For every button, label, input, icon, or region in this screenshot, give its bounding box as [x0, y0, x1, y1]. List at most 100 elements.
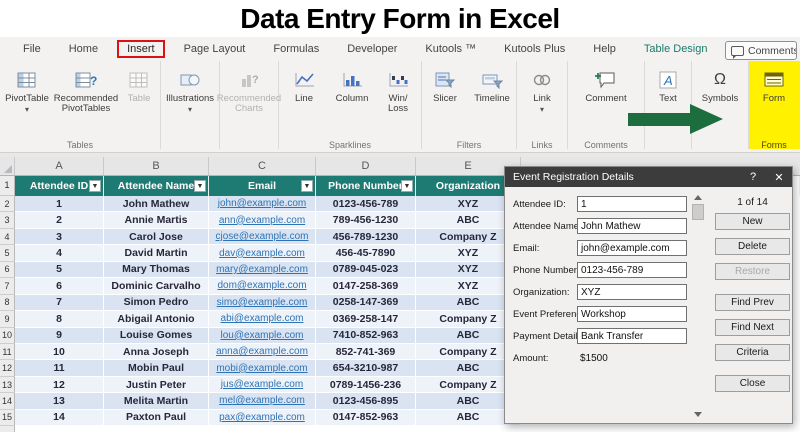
cell-attendee-id[interactable]: 14: [15, 409, 104, 427]
cell-attendee-id[interactable]: 8: [15, 311, 104, 328]
row-number[interactable]: 13: [0, 376, 15, 394]
comment-button[interactable]: Comment: [576, 65, 636, 139]
column-header-a[interactable]: A: [15, 157, 104, 175]
cell-attendee-name[interactable]: Mary Thomas: [104, 261, 209, 279]
header-attendee-name[interactable]: Attendee Name ▼: [104, 176, 209, 196]
cell-attendee-id[interactable]: 2: [15, 212, 104, 229]
filter-icon[interactable]: ▼: [194, 180, 206, 192]
row-number[interactable]: 12: [0, 360, 15, 377]
row-number[interactable]: 11: [0, 343, 15, 361]
cell-attendee-id[interactable]: 9: [15, 327, 104, 344]
cell-phone-number[interactable]: 0123-456-789: [316, 196, 416, 213]
cell-email[interactable]: cjose@example.com: [209, 228, 316, 246]
cell-organization[interactable]: Company Z: [416, 376, 521, 394]
cell-phone-number[interactable]: 456-45-7890: [316, 245, 416, 262]
cell-email[interactable]: jus@example.com: [209, 376, 316, 394]
ribbon-tab[interactable]: Kutools Plus: [504, 43, 566, 55]
cell-attendee-name[interactable]: Carol Jose: [104, 228, 209, 246]
row-number[interactable]: 4: [0, 228, 15, 246]
cell-email[interactable]: dav@example.com: [209, 245, 316, 262]
cell-attendee-name[interactable]: Anna Joseph: [104, 343, 209, 361]
cell-organization[interactable]: XYZ: [416, 196, 521, 213]
text-button[interactable]: A Text: [648, 65, 688, 139]
cell-organization[interactable]: ABC: [416, 393, 521, 410]
pivottable-button[interactable]: PivotTable ▾: [0, 65, 54, 139]
comments-button[interactable]: Comments: [725, 41, 797, 60]
cell-attendee-id[interactable]: 10: [15, 343, 104, 361]
cell-attendee-id[interactable]: 4: [15, 245, 104, 262]
cell-organization[interactable]: XYZ: [416, 245, 521, 262]
cell-phone-number[interactable]: 0789-045-023: [316, 261, 416, 279]
column-header-c[interactable]: C: [209, 157, 316, 175]
row-number[interactable]: 3: [0, 212, 15, 229]
row-number[interactable]: 9: [0, 311, 15, 328]
cell-phone-number[interactable]: 0369-258-147: [316, 311, 416, 328]
symbols-button[interactable]: Ω Symbols: [694, 65, 746, 139]
row-number[interactable]: 6: [0, 261, 15, 279]
scrollbar-thumb[interactable]: [692, 204, 704, 220]
ribbon-tab[interactable]: Developer: [347, 43, 398, 55]
cell-attendee-id[interactable]: 11: [15, 360, 104, 377]
field-value[interactable]: $1500: [580, 352, 608, 364]
cell-attendee-name[interactable]: Abigail Antonio: [104, 311, 209, 328]
field-value[interactable]: 0123-456-789: [577, 262, 687, 278]
cell-phone-number[interactable]: 654-3210-987: [316, 360, 416, 377]
cell-attendee-name[interactable]: David Martin: [104, 245, 209, 262]
cell-attendee-name[interactable]: Melita Martin: [104, 393, 209, 410]
ribbon-tab[interactable]: Formulas: [273, 43, 320, 55]
cell-organization[interactable]: XYZ: [416, 261, 521, 279]
cell-phone-number[interactable]: 7410-852-963: [316, 327, 416, 344]
cell-attendee-name[interactable]: Mobin Paul: [104, 360, 209, 377]
cell-organization[interactable]: Company Z: [416, 228, 521, 246]
cell-attendee-id[interactable]: 3: [15, 228, 104, 246]
cell-email[interactable]: mary@example.com: [209, 261, 316, 279]
field-value[interactable]: XYZ: [577, 284, 687, 300]
field-value[interactable]: John Mathew: [577, 218, 687, 234]
dialog-button[interactable]: Delete: [715, 238, 790, 255]
column-header-b[interactable]: B: [104, 157, 209, 175]
recommended-pivottables-button[interactable]: ? Recommended PivotTables: [54, 65, 118, 139]
cell-organization[interactable]: ABC: [416, 212, 521, 229]
cell-email[interactable]: lou@example.com: [209, 327, 316, 344]
dialog-button[interactable]: New: [715, 213, 790, 230]
ribbon-tab[interactable]: File: [23, 43, 41, 55]
cell-attendee-name[interactable]: Justin Peter: [104, 376, 209, 394]
cell-organization[interactable]: Company Z: [416, 311, 521, 328]
cell-attendee-id[interactable]: 1: [15, 196, 104, 213]
row-number[interactable]: 2: [0, 196, 15, 213]
ribbon-tab[interactable]: Page Layout: [183, 43, 246, 55]
cell-email[interactable]: abi@example.com: [209, 311, 316, 328]
cell-attendee-name[interactable]: John Mathew: [104, 196, 209, 213]
cell-email[interactable]: mel@example.com: [209, 393, 316, 410]
cell-attendee-name[interactable]: Dominic Carvalho: [104, 278, 209, 295]
scroll-down-icon[interactable]: [694, 412, 702, 417]
ribbon-tab[interactable]: Help: [593, 43, 616, 55]
cell-email[interactable]: anna@example.com: [209, 343, 316, 361]
ribbon-tab[interactable]: Home: [68, 43, 99, 55]
help-icon[interactable]: ?: [749, 171, 757, 183]
cell-phone-number[interactable]: 0789-1456-236: [316, 376, 416, 394]
timeline-button[interactable]: Timeline: [468, 65, 516, 139]
cell-phone-number[interactable]: 0147-258-369: [316, 278, 416, 295]
field-value[interactable]: Bank Transfer: [577, 328, 687, 344]
field-value[interactable]: john@example.com: [577, 240, 687, 256]
row-number[interactable]: 5: [0, 245, 15, 262]
form-button[interactable]: Form: [749, 65, 799, 139]
dialog-button[interactable]: Find Prev: [715, 294, 790, 311]
dialog-button[interactable]: Restore: [715, 263, 790, 280]
cell-phone-number[interactable]: 0123-456-895: [316, 393, 416, 410]
cell-attendee-id[interactable]: 13: [15, 393, 104, 410]
cell-organization[interactable]: ABC: [416, 294, 521, 312]
cell-email[interactable]: pax@example.com: [209, 409, 316, 427]
close-icon[interactable]: ✕: [774, 171, 784, 184]
column-sparkline-button[interactable]: Column: [326, 65, 378, 139]
dialog-button[interactable]: Criteria: [715, 344, 790, 361]
cell-phone-number[interactable]: 789-456-1230: [316, 212, 416, 229]
ribbon-tab[interactable]: Table Design: [643, 43, 708, 55]
scroll-up-icon[interactable]: [694, 195, 702, 200]
field-value[interactable]: 1: [577, 196, 687, 212]
cell-organization[interactable]: Company Z: [416, 343, 521, 361]
cell-email[interactable]: ann@example.com: [209, 212, 316, 229]
row-number[interactable]: 15: [0, 409, 15, 427]
line-sparkline-button[interactable]: Line: [282, 65, 326, 139]
